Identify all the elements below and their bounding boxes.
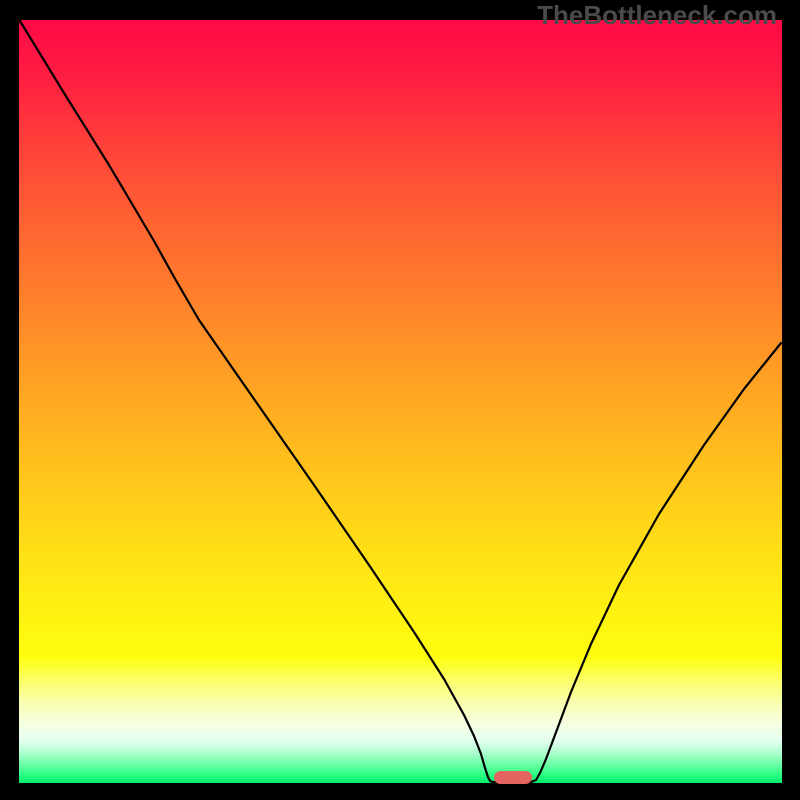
- plot-area: [19, 20, 782, 783]
- chart-frame: TheBottleneck.com: [0, 0, 800, 800]
- watermark-text: TheBottleneck.com: [537, 0, 777, 31]
- bottleneck-curve: [19, 20, 782, 783]
- optimum-marker: [494, 771, 532, 784]
